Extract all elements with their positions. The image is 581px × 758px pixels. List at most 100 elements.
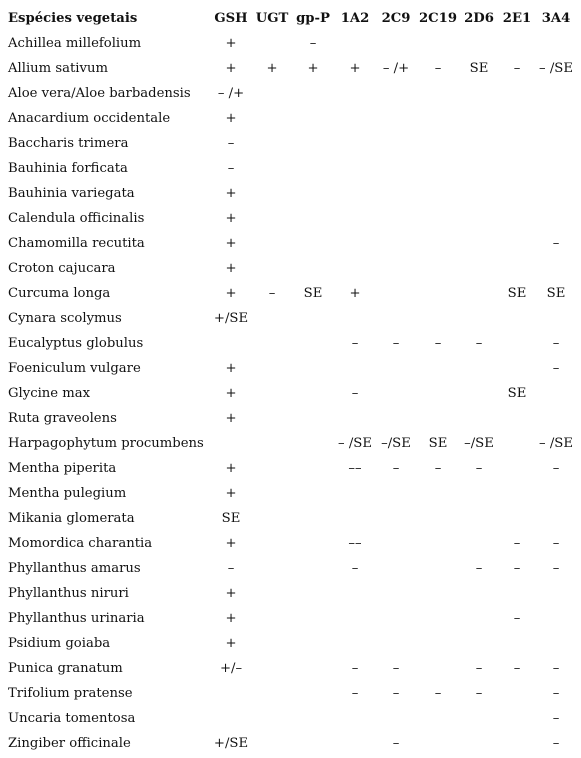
cell-2e1: – — [513, 611, 521, 626]
table-row: Calendula officinalis + — [0, 206, 581, 231]
cell-3a4: – — [552, 336, 560, 351]
table-row: Phyllanthus urinaria + – — [0, 606, 581, 631]
cell-2c9: – — [392, 736, 400, 751]
species-name: Punica granatum — [8, 661, 123, 676]
cell-2d6: – — [475, 561, 483, 576]
column-header-species: Espécies vegetais — [8, 11, 138, 26]
species-name: Anacardium occidentale — [8, 111, 171, 126]
cell-3a4: – — [552, 736, 560, 751]
column-header-1a2: 1A2 — [340, 11, 370, 26]
table-row: Achillea millefolium + – — [0, 31, 581, 56]
species-name: Allium sativum — [8, 61, 108, 76]
cell-1a2: – — [351, 386, 359, 401]
cell-2e1: SE — [507, 386, 527, 401]
cell-gsh: + — [225, 61, 237, 76]
species-name: Mentha pulegium — [8, 486, 127, 501]
table-row: Aloe vera/Aloe barbadensis – /+ — [0, 81, 581, 106]
table-row: Bauhinia variegata + — [0, 181, 581, 206]
cell-gsh: + — [225, 361, 237, 376]
cell-2c19: – — [434, 461, 442, 476]
species-name: Curcuma longa — [8, 286, 111, 301]
table-row: Ruta graveolens + — [0, 406, 581, 431]
cell-2c19: – — [434, 686, 442, 701]
table-row: Mentha pulegium + — [0, 481, 581, 506]
table-row: Trifolium pratense – – – – – — [0, 681, 581, 706]
column-header-2c9: 2C9 — [381, 11, 411, 26]
cell-gsh: +/– — [219, 661, 243, 676]
species-name: Chamomilla recutita — [8, 236, 145, 251]
cell-2e1: – — [513, 661, 521, 676]
species-name: Harpagophytum procumbens — [8, 436, 204, 451]
cell-gsh: + — [225, 186, 237, 201]
cell-gsh: – — [227, 561, 235, 576]
cell-1a2: – — [351, 336, 359, 351]
cell-3a4: – — [552, 686, 560, 701]
table-row: Phyllanthus amarus – – – – – — [0, 556, 581, 581]
cell-gsh: + — [225, 586, 237, 601]
cell-ugt: – — [268, 286, 276, 301]
cell-2d6: –/SE — [464, 436, 494, 451]
species-name: Calendula officinalis — [8, 211, 145, 226]
cell-gsh: + — [225, 636, 237, 651]
table-row: Punica granatum +/– – – – – – — [0, 656, 581, 681]
cell-2c9: – — [392, 661, 400, 676]
column-header-3a4: 3A4 — [541, 11, 571, 26]
species-name: Bauhinia forficata — [8, 161, 128, 176]
species-name: Achillea millefolium — [8, 36, 142, 51]
column-header-2e1: 2E1 — [502, 11, 532, 26]
cell-1a2: –– — [348, 536, 362, 551]
table-row: Harpagophytum procumbens – /SE –/SE SE –/SE –… — [0, 431, 581, 456]
cell-3a4: – — [552, 236, 560, 251]
cell-2c9: – — [392, 461, 400, 476]
cell-2c19: SE — [428, 436, 448, 451]
cell-2e1: – — [513, 536, 521, 551]
cell-gsh: + — [225, 236, 237, 251]
cell-2d6: – — [475, 661, 483, 676]
cell-gsh: + — [225, 111, 237, 126]
cell-gp-p: SE — [303, 286, 323, 301]
table-row: Baccharis trimera – — [0, 131, 581, 156]
species-name: Eucalyptus globulus — [8, 336, 144, 351]
cell-gsh: + — [225, 386, 237, 401]
cell-1a2: + — [349, 286, 361, 301]
cell-1a2: –– — [348, 461, 362, 476]
cell-gsh: +/SE — [213, 736, 249, 751]
species-name: Aloe vera/Aloe barbadensis — [8, 86, 191, 101]
species-name: Bauhinia variegata — [8, 186, 135, 201]
cell-1a2: – — [351, 686, 359, 701]
species-name: Foeniculum vulgare — [8, 361, 141, 376]
cell-2c9: – — [392, 336, 400, 351]
species-name: Glycine max — [8, 386, 91, 401]
column-header-ugt: UGT — [255, 11, 289, 26]
cell-1a2: – /SE — [338, 436, 372, 451]
species-name: Zingiber officinale — [8, 736, 131, 751]
table-row: Cynara scolymus +/SE — [0, 306, 581, 331]
species-name: Trifolium pratense — [8, 686, 133, 701]
cell-gsh: + — [225, 461, 237, 476]
species-name: Uncaria tomentosa — [8, 711, 136, 726]
table-row: Mentha piperita + –– – – – – — [0, 456, 581, 481]
cell-2e1: – — [513, 561, 521, 576]
cell-2c9: – /+ — [382, 61, 410, 76]
cell-3a4: – — [552, 711, 560, 726]
species-name: Mentha piperita — [8, 461, 117, 476]
species-name: Phyllanthus amarus — [8, 561, 141, 576]
cell-1a2: – — [351, 661, 359, 676]
table-row: Phyllanthus niruri + — [0, 581, 581, 606]
table-row: Foeniculum vulgare + – — [0, 356, 581, 381]
table-row: Curcuma longa + – SE + SE SE — [0, 281, 581, 306]
cell-2e1: SE — [507, 286, 527, 301]
table-header-row: Espécies vegetais GSH UGT gp-P 1A2 2C9 2… — [0, 6, 581, 31]
cell-gsh: + — [225, 486, 237, 501]
table-row: Mikania glomerata SE — [0, 506, 581, 531]
cell-gsh: – — [227, 136, 235, 151]
cell-1a2: + — [349, 61, 361, 76]
table-row: Momordica charantia + –– – – — [0, 531, 581, 556]
cell-3a4: SE — [546, 286, 566, 301]
column-header-2c19: 2C19 — [418, 11, 458, 26]
cell-gsh: – — [227, 161, 235, 176]
cell-2c9: –/SE — [381, 436, 411, 451]
cell-2c19: – — [434, 336, 442, 351]
cell-3a4: – /SE — [539, 61, 573, 76]
species-name: Ruta graveolens — [8, 411, 117, 426]
